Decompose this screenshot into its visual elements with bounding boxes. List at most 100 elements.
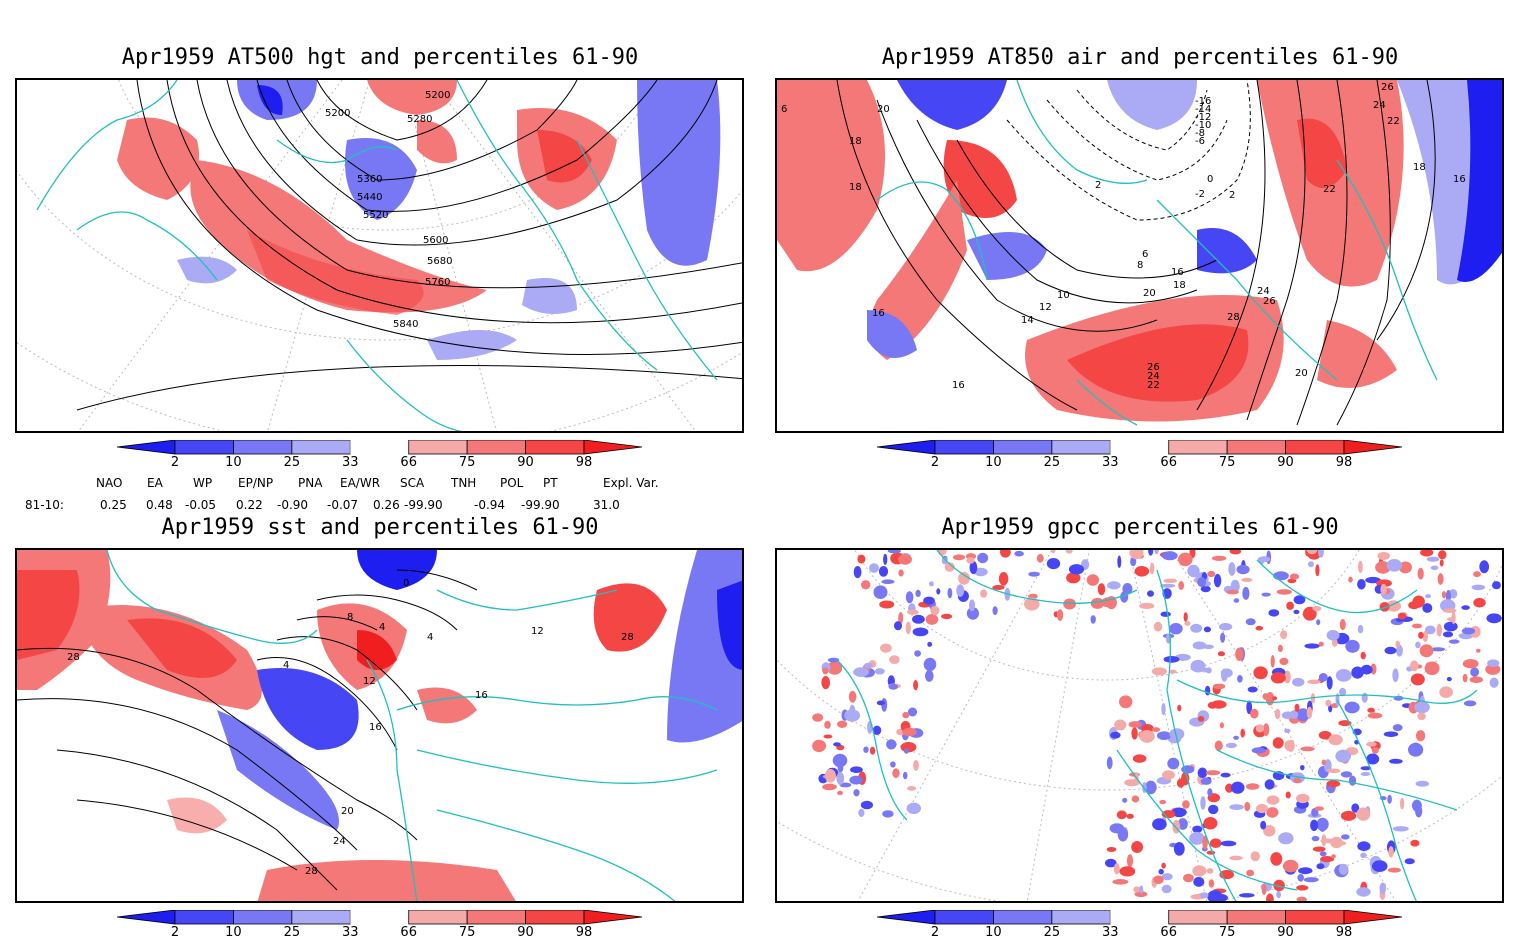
gpcc-anomaly-blob — [1122, 797, 1128, 803]
gpcc-anomaly-blob — [1190, 659, 1206, 673]
gpcc-anomaly-blob — [1321, 834, 1327, 847]
gpcc-anomaly-blob — [888, 683, 898, 690]
gpcc-anomaly-blob — [1207, 890, 1223, 901]
colorbar-swatch — [1343, 909, 1403, 925]
gpcc-anomaly-blob — [1357, 624, 1364, 634]
gpcc-anomaly-blob — [861, 580, 871, 590]
gpcc-anomaly-blob — [1119, 866, 1136, 877]
gpcc-anomaly-blob — [1441, 591, 1447, 599]
gpcc-anomaly-blob — [1161, 884, 1172, 894]
gpcc-anomaly-blob — [1266, 807, 1279, 818]
index-value: -0.05 — [185, 498, 217, 512]
colorbar-swatches — [876, 909, 1403, 925]
map-panel-gpcc — [775, 548, 1504, 903]
gpcc-anomaly-blob — [1152, 818, 1167, 831]
index-header: SCA — [400, 476, 425, 490]
air850-coastlines — [876, 80, 1438, 426]
colorbar-label: 2 — [170, 925, 180, 940]
colorbar-swatch — [583, 909, 643, 925]
gpcc-anomaly-blob — [1214, 740, 1223, 751]
gpcc-anomaly-blob — [1473, 571, 1481, 578]
gpcc-anomaly-blob — [1139, 885, 1144, 894]
contour-label: 20 — [341, 806, 354, 817]
gpcc-anomaly-blob — [1306, 706, 1313, 719]
contour-label: 24 — [1147, 371, 1160, 382]
colorbar-top-left: 2 10 25 33 66 75 90 98 — [116, 439, 643, 480]
gpcc-anomaly-blob — [969, 560, 978, 575]
colorbar-label: 10 — [225, 925, 242, 940]
gpcc-anomaly-blob — [1160, 611, 1171, 617]
gpcc-anomaly-blob — [1289, 573, 1299, 580]
gpcc-anomaly-blob — [1415, 780, 1430, 787]
gpcc-anomaly-blob — [1351, 803, 1360, 813]
gpcc-anomaly-blob — [1392, 668, 1399, 683]
gpcc-anomaly-blob — [1264, 779, 1275, 790]
index-header: PT — [543, 476, 558, 490]
contour-label: 26 — [1263, 296, 1276, 307]
gpcc-anomaly-blob — [874, 668, 885, 675]
gpcc-anomaly-blob — [1411, 623, 1423, 629]
colorbar-swatches — [876, 439, 1403, 455]
gpcc-anomaly-blob — [1360, 766, 1372, 771]
colorbar-label: 33 — [1102, 925, 1119, 940]
gpcc-anomaly-blob — [973, 567, 988, 577]
gpcc-anomaly-blob — [1396, 644, 1403, 657]
colorbar-swatch — [291, 439, 351, 455]
gpcc-anomaly-blob — [1183, 873, 1194, 883]
gpcc-anomaly-blob — [1163, 578, 1178, 583]
gpcc-anomaly-blob — [1148, 550, 1154, 556]
gpcc-anomaly-blob — [864, 662, 873, 669]
gpcc-anomaly-blob — [1251, 747, 1266, 754]
gpcc-anomaly-blob — [1161, 873, 1173, 881]
colorbar-label: 25 — [1043, 455, 1061, 470]
index-value: 0.26 — [373, 498, 400, 512]
gpcc-anomaly-blob — [853, 566, 862, 579]
gpcc-anomaly-blob — [1233, 735, 1239, 740]
gpcc-anomaly-blob — [1255, 625, 1264, 631]
gpcc-anomaly-blob — [1208, 879, 1215, 888]
gpcc-anomaly-blob — [1489, 677, 1499, 688]
gpcc-anomaly-blob — [1086, 574, 1100, 586]
gpcc-anomaly-blob — [1274, 708, 1281, 720]
sst-contour-labels: 28 0 8 4 4 4 12 16 16 12 20 24 28 28 — [67, 578, 634, 877]
gpcc-anomaly-blob — [1300, 765, 1305, 771]
gpcc-anomaly-blob — [1318, 730, 1332, 740]
gpcc-anomaly-blob — [977, 552, 989, 564]
gpcc-anomaly-blob — [1361, 692, 1368, 703]
gpcc-anomaly-blob — [836, 771, 845, 785]
gpcc-anomaly-blob — [1386, 559, 1403, 572]
contour-label: 16 — [475, 690, 488, 701]
gpcc-anomaly-blob — [1339, 687, 1347, 697]
contour-label: 18 — [849, 182, 862, 193]
gpcc-anomaly-blob — [1242, 586, 1250, 600]
gpcc-anomaly-blob — [1273, 879, 1285, 892]
gpcc-anomaly-blob — [1260, 820, 1267, 830]
gpcc-anomaly-blob — [1245, 783, 1260, 790]
gpcc-anomaly-blob — [1192, 865, 1207, 877]
gpcc-anomaly-blob — [1417, 567, 1424, 580]
sst-coastlines — [106, 550, 718, 901]
index-header: POL — [500, 476, 524, 490]
gpcc-anomaly-blob — [1270, 672, 1286, 684]
gpcc-anomaly-blob — [1197, 577, 1207, 588]
contour-label: -14 — [1195, 104, 1211, 115]
gpcc-anomaly-blob — [1430, 647, 1446, 652]
gpcc-anomaly-blob — [907, 609, 919, 615]
colorbar-label: 25 — [283, 925, 301, 940]
gpcc-anomaly-blob — [1051, 550, 1056, 554]
sst-contours — [17, 569, 478, 891]
gpcc-anomaly-blob — [1293, 609, 1300, 615]
gpcc-anomaly-blob — [1219, 722, 1224, 729]
gpcc-anomaly-blob — [1106, 756, 1113, 770]
gpcc-anomaly-blob — [1153, 875, 1164, 884]
colorbar-swatch — [408, 439, 468, 455]
gpcc-anomaly-blob — [1189, 831, 1205, 845]
contour-label: 20 — [877, 104, 890, 115]
gpcc-anomaly-blob — [952, 554, 966, 561]
gpcc-anomaly-blob — [966, 607, 979, 620]
gpcc-anomaly-blob — [1250, 851, 1260, 862]
gpcc-anomaly-blob — [1200, 796, 1206, 810]
gpcc-anomaly-blob — [1257, 556, 1271, 563]
gpcc-anomaly-blob — [1302, 606, 1317, 621]
contour-label: 16 — [952, 380, 965, 391]
